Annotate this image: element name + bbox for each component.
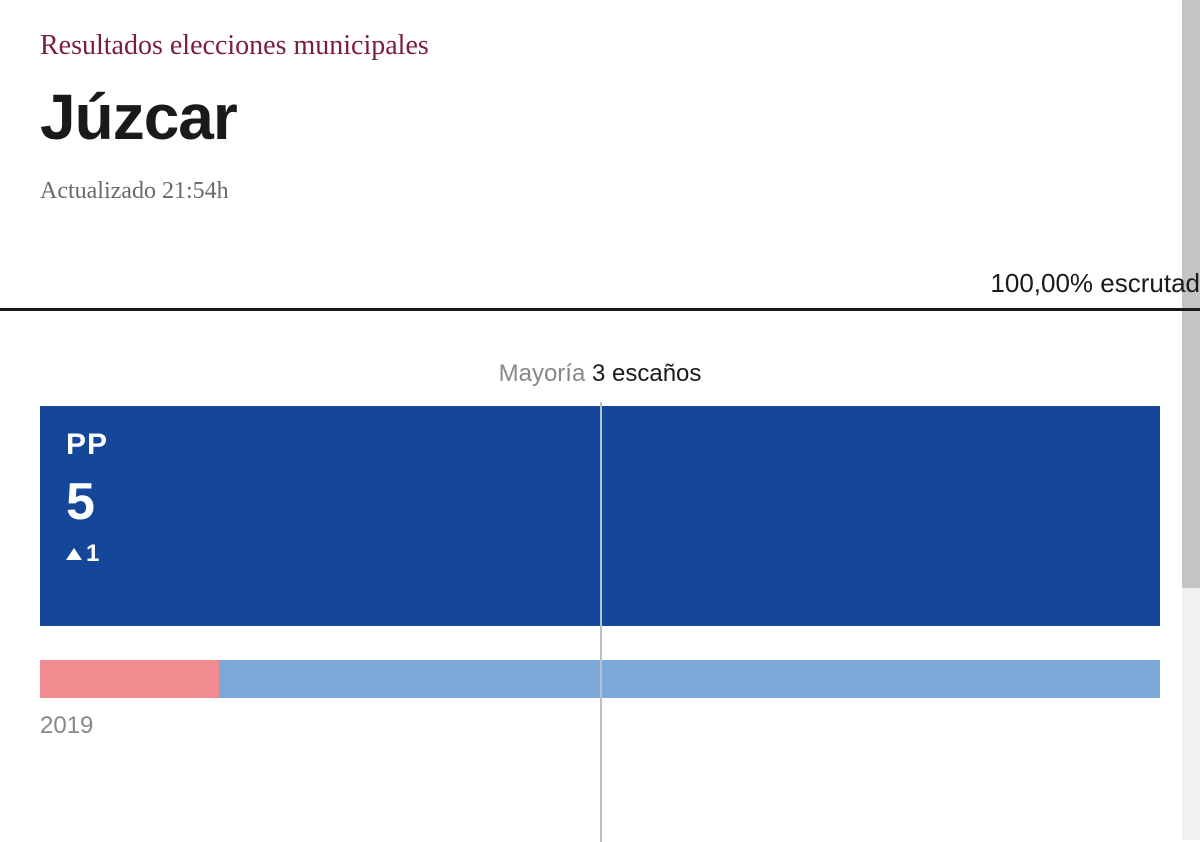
previous-segment [40,660,219,698]
previous-segment [219,660,1160,698]
majority-label: Mayoría 3 escaños [40,360,1160,388]
delta-value: 1 [86,540,99,567]
scrutinized-percent: 100,00% escrutad [990,268,1200,299]
seats-chart: Mayoría 3 escaños PP 5 1 2019 [40,360,1160,740]
updated-timestamp: Actualizado 21:54h [40,178,1160,205]
majority-text: Mayoría [499,360,586,387]
page-container: Resultados elecciones municipales Júzcar… [0,0,1200,205]
majority-value: 3 escaños [592,360,701,387]
delta-up-icon [66,548,82,560]
majority-line [600,402,602,842]
page-title: Júzcar [40,80,1160,154]
page-subtitle: Resultados elecciones municipales [40,30,1160,62]
header-divider [0,308,1200,311]
